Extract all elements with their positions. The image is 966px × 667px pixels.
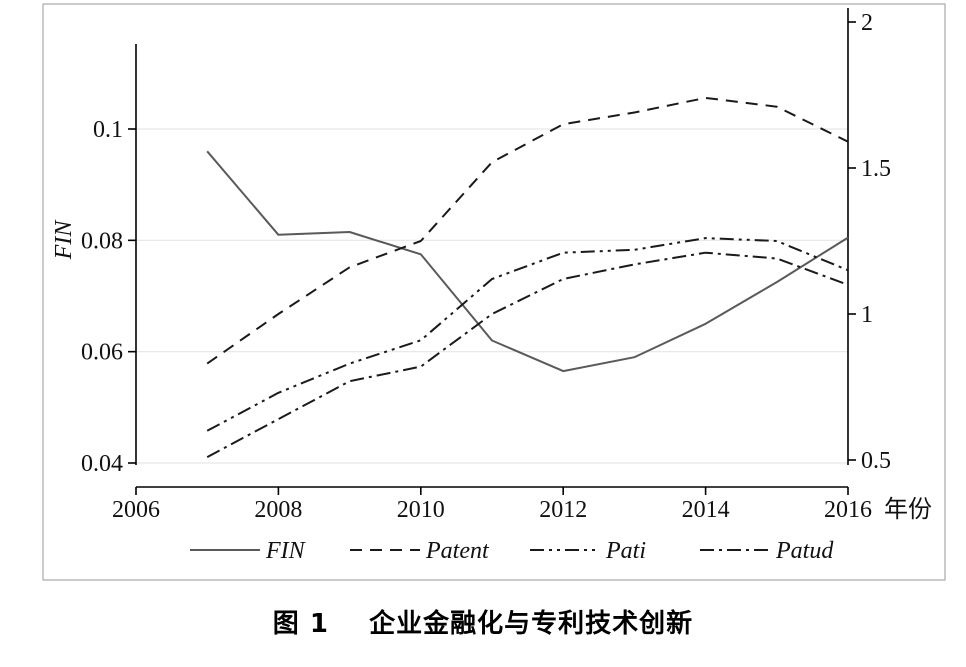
y-tick-label-right: 1.5 xyxy=(861,156,891,182)
y-tick-label-left: 0.08 xyxy=(81,228,123,254)
series-line-fin xyxy=(206,150,849,373)
chart-frame xyxy=(42,3,946,581)
y-tick-label-left: 0.04 xyxy=(81,451,123,477)
chart-svg: 0.04 0.06 0.08 0.1 0.5 1 1.5 2 2006 2008 2010 2012 2… xyxy=(42,3,946,581)
caption-text: 企业金融化与专利技术创新 xyxy=(369,609,694,639)
x-tick-label: 2008 xyxy=(254,497,302,523)
x-tick-label: 2006 xyxy=(112,497,160,523)
y-tick-label-right: 1 xyxy=(861,302,873,328)
series-line-pati xyxy=(206,237,849,432)
y-tick-label-left: 0.1 xyxy=(93,117,123,143)
y-tick-label-right: 2 xyxy=(861,10,873,36)
series-line-patent xyxy=(206,96,849,365)
caption-label: 图 1 xyxy=(272,609,329,639)
series-line-patud xyxy=(206,251,849,458)
x-tick-label: 2014 xyxy=(682,497,730,523)
legend-label-patent: Patent xyxy=(425,538,490,564)
x-tick-label: 2016 xyxy=(824,497,872,523)
legend-label-fin: FIN xyxy=(265,538,307,564)
y-axis-title: FIN xyxy=(51,219,77,261)
x-unit-label: 年份 xyxy=(884,496,932,523)
x-tick-label: 2010 xyxy=(397,497,445,523)
figure-caption: 图 1 企业金融化与专利技术创新 xyxy=(0,603,966,640)
y-tick-label-left: 0.06 xyxy=(81,340,123,366)
legend-label-pati: Pati xyxy=(605,538,646,564)
legend-label-patud: Patud xyxy=(775,538,834,564)
x-tick-label: 2012 xyxy=(539,497,587,523)
y-tick-label-right: 0.5 xyxy=(861,448,891,474)
